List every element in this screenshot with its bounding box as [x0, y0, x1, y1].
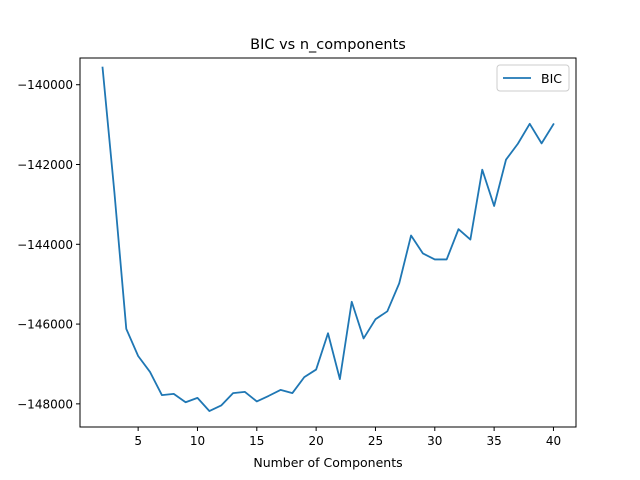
x-axis: 5 10 15 20 25 30 35 40: [134, 427, 561, 448]
chart-title: BIC vs n_components: [250, 37, 406, 53]
y-tick-label: −144000: [17, 238, 73, 252]
y-tick-label: −142000: [17, 158, 73, 172]
x-tick-label: 20: [308, 434, 323, 448]
y-tick-label: −140000: [17, 78, 73, 92]
legend-label: BIC: [541, 71, 562, 86]
y-axis: −148000 −146000 −144000 −142000 −140000: [17, 78, 80, 411]
y-tick-label: −148000: [17, 397, 73, 411]
series-line-bic: [101, 66, 555, 412]
x-tick-label: 25: [368, 434, 383, 448]
x-tick-label: 5: [134, 434, 142, 448]
x-tick-label: 15: [249, 434, 264, 448]
x-tick-label: 40: [546, 434, 561, 448]
x-axis-label: Number of Components: [253, 455, 402, 470]
x-tick-label: 35: [486, 434, 501, 448]
legend-box: [496, 64, 570, 92]
y-tick-label: −146000: [17, 318, 73, 332]
x-tick-label: 30: [427, 434, 442, 448]
legend: BIC: [496, 64, 570, 92]
plot-area: [101, 66, 555, 412]
axes-frame: [79, 57, 577, 428]
x-tick-label: 10: [190, 434, 205, 448]
